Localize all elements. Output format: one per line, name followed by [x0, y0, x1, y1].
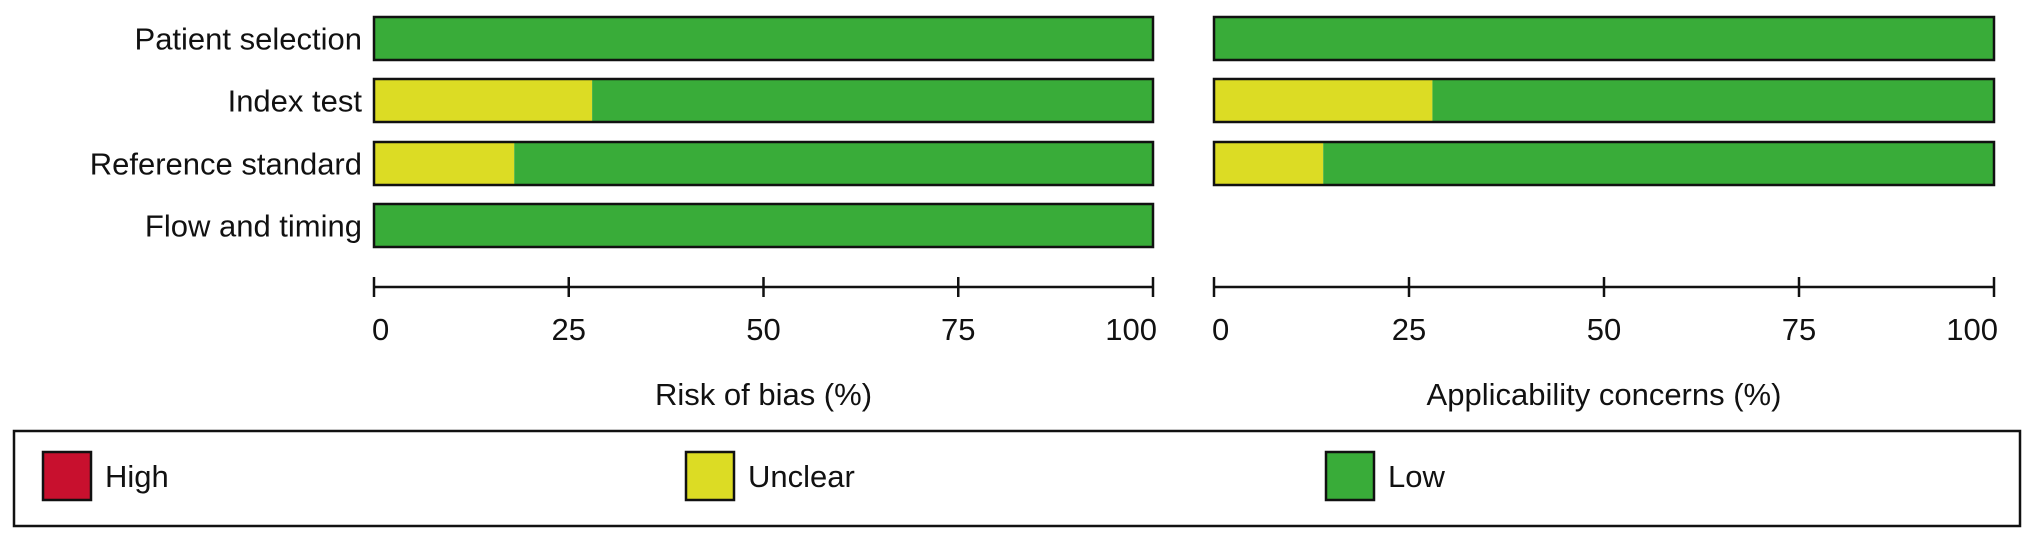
applicability-bar-reference-standard-low	[1323, 142, 1994, 185]
legend-box	[12, 429, 2022, 528]
applicability-tick-label-100: 100	[1946, 312, 1998, 347]
applicability-tick-label-50: 50	[1587, 312, 1621, 347]
applicability-tick-label-0: 0	[1212, 312, 1229, 347]
legend-label-unclear: Unclear	[748, 459, 855, 494]
risk-bar-reference-standard-unclear	[374, 142, 515, 185]
category-label-patient-selection: Patient selection	[135, 22, 362, 57]
legend-label-low: Low	[1388, 459, 1445, 494]
risk-bar-outline-patient-selection	[372, 15, 1155, 62]
risk-bar-outline-flow-and-timing	[372, 202, 1155, 249]
risk-tick-label-25: 25	[552, 312, 586, 347]
applicability-bar-reference-standard-unclear	[1214, 142, 1324, 185]
legend-swatch-high	[41, 450, 93, 502]
category-label-flow-and-timing: Flow and timing	[145, 209, 362, 244]
legend-swatch-low	[1324, 450, 1376, 502]
applicability-bar-outline-reference-standard	[1212, 140, 1996, 187]
risk-bar-outline-reference-standard	[372, 140, 1155, 187]
applicability-tick-label-25: 25	[1392, 312, 1426, 347]
category-label-index-test: Index test	[228, 84, 363, 119]
risk-bar-outline-index-test	[372, 77, 1155, 124]
risk-tick-label-50: 50	[746, 312, 780, 347]
risk-tick-label-0: 0	[372, 312, 389, 347]
risk-x-axis-title: Risk of bias (%)	[655, 377, 872, 412]
applicability-bar-outline-index-test	[1212, 77, 1996, 124]
applicability-bar-outline-patient-selection	[1212, 15, 1996, 62]
risk-bar-index-test-low	[592, 79, 1153, 122]
legend-swatch-unclear	[684, 450, 736, 502]
risk-tick-label-75: 75	[941, 312, 975, 347]
category-labels: Patient selection Index test Reference sta…	[90, 22, 363, 244]
risk-of-bias-panel: 0 25 50 75 100 Risk of bias (%)	[372, 15, 1157, 412]
applicability-tick-label-75: 75	[1782, 312, 1816, 347]
applicability-bar-patient-selection-low	[1214, 17, 1994, 60]
applicability-bar-index-test-low	[1432, 79, 1994, 122]
legend-label-high: High	[105, 459, 169, 494]
risk-bar-flow-and-timing-low	[374, 204, 1153, 247]
category-label-reference-standard: Reference standard	[90, 147, 362, 182]
legend: High Unclear Low	[12, 429, 2022, 528]
applicability-x-axis-title: Applicability concerns (%)	[1427, 377, 1782, 412]
risk-bar-reference-standard-low	[514, 142, 1153, 185]
applicability-panel: 0 25 50 75 100 Applicability concerns (%)	[1212, 15, 1998, 412]
risk-bar-patient-selection-low	[374, 17, 1153, 60]
applicability-bar-index-test-unclear	[1214, 79, 1433, 122]
risk-tick-label-100: 100	[1105, 312, 1157, 347]
risk-bar-index-test-unclear	[374, 79, 593, 122]
